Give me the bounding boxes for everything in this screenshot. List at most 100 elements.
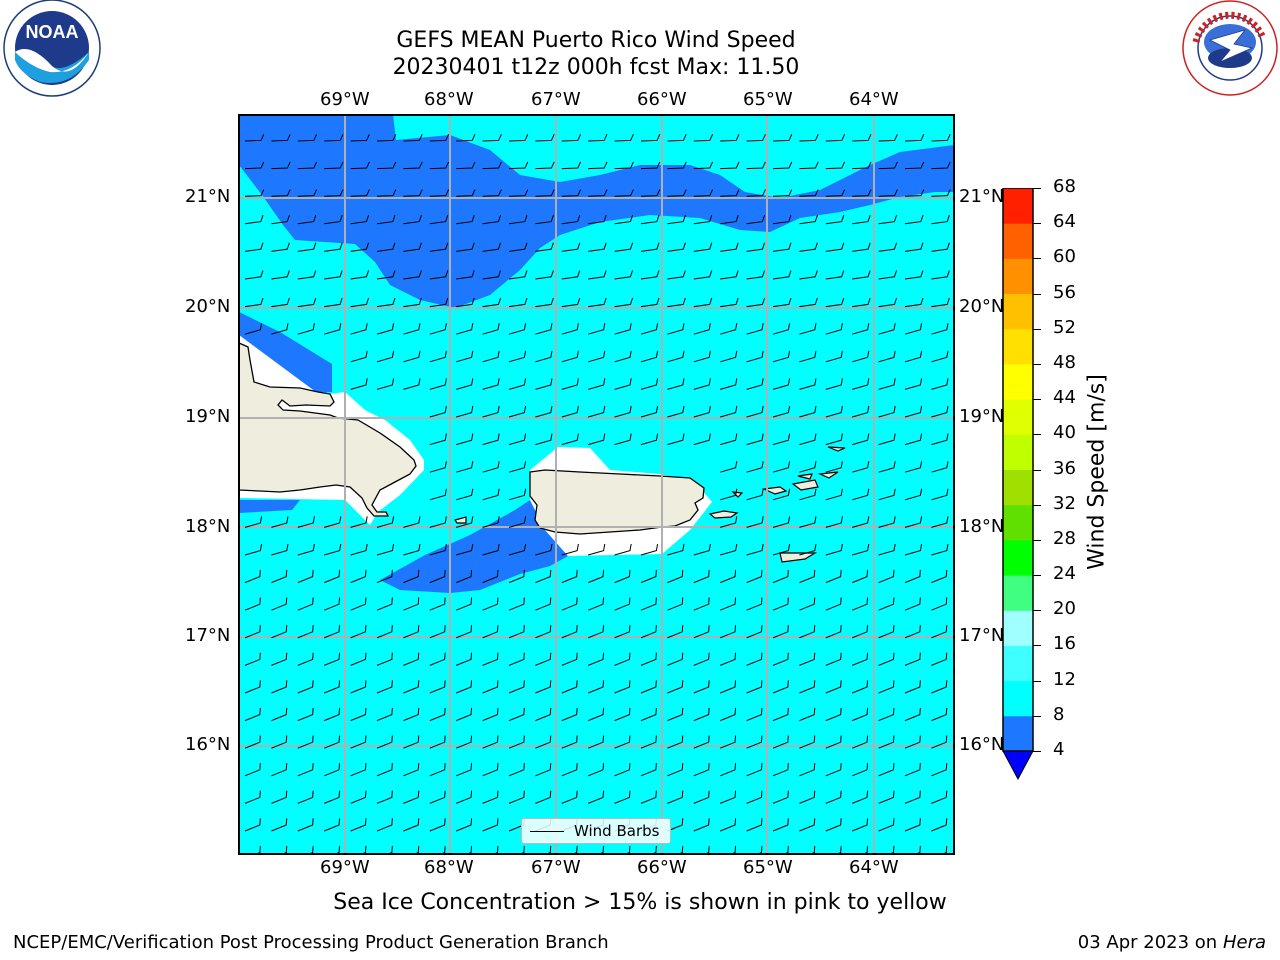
wind-barb (271, 297, 290, 308)
wind-barb (852, 134, 872, 142)
wind-barb (456, 707, 473, 722)
wind-barb (482, 433, 500, 446)
wind-barb (667, 625, 684, 639)
colorbar-tick-mark (1033, 575, 1041, 577)
wind-barb (746, 461, 764, 473)
wind-barb (904, 680, 921, 694)
wind-barb (508, 707, 525, 722)
wind-barb (297, 735, 314, 749)
wind-barb (456, 242, 475, 252)
wind-barb (535, 433, 553, 446)
colorbar-tick-label: 16 (1053, 633, 1076, 655)
wind-barb (403, 189, 423, 197)
wind-barb (403, 818, 420, 832)
wind-barb (350, 680, 367, 694)
wind-barb (271, 134, 291, 142)
wind-barb (693, 569, 710, 584)
wind-barb (535, 845, 552, 854)
wind-barb (614, 189, 634, 197)
wind-barb (429, 297, 449, 308)
wind-barb (640, 378, 659, 390)
wind-barb (640, 735, 657, 749)
wind-barb (456, 378, 474, 390)
colorbar-tick-label: 48 (1053, 351, 1076, 373)
wind-barb (878, 543, 896, 556)
wind-barb (931, 270, 950, 280)
wind-barb (852, 378, 870, 390)
noaa-logo-icon: NOAA (3, 0, 101, 97)
wind-barb (244, 818, 261, 832)
land-puerto-rico (529, 469, 705, 535)
wind-barb (904, 297, 924, 308)
wind-barb (350, 845, 367, 854)
wind-barb (825, 707, 842, 722)
wind-barb (667, 433, 685, 446)
wind-barb (878, 297, 898, 308)
wind-barb (931, 378, 949, 390)
wind-barb (878, 350, 896, 363)
wind-barb (640, 215, 660, 225)
wind-barb (746, 516, 764, 528)
wind-barb (852, 297, 871, 308)
wind-barb (825, 845, 842, 854)
wind-barb (825, 378, 843, 390)
wind-barb (640, 270, 660, 280)
lon-label-top: 65°W (743, 89, 793, 110)
wind-barb (746, 790, 763, 804)
wind-barb (931, 818, 948, 832)
wind-barb (720, 597, 737, 611)
colorbar-tick-label: 68 (1053, 176, 1076, 197)
wind-barb (772, 161, 793, 170)
wind-barb (799, 297, 818, 308)
wind-barb (825, 161, 846, 170)
wind-barb (535, 625, 552, 639)
wind-barb (456, 735, 473, 749)
colorbar-tick-mark (1033, 504, 1041, 506)
wind-barb (244, 845, 261, 854)
lon-label-top: 64°W (849, 89, 899, 110)
wind-barb (588, 189, 608, 197)
wind-barb (614, 350, 632, 363)
wind-barb (588, 735, 605, 749)
wind-barb (614, 597, 631, 611)
lon-label-bottom: 68°W (424, 857, 474, 878)
wind-barb (508, 461, 527, 473)
wind-barb (693, 597, 710, 611)
wind-barb (350, 297, 370, 308)
wind-barb (297, 189, 318, 197)
wind-barb (746, 735, 763, 749)
wind-barb (482, 625, 499, 639)
wind-barb (297, 543, 315, 556)
wind-barb (878, 215, 898, 225)
wind-barb (772, 488, 791, 501)
wind-barb (720, 680, 737, 694)
wind-barb (720, 735, 737, 749)
wind-barb (878, 378, 896, 390)
wind-barb (931, 790, 948, 804)
wind-barb (904, 378, 923, 390)
wind-barb (429, 161, 450, 170)
colorbar-swatch (1003, 399, 1033, 435)
wind-barb (482, 707, 499, 722)
wind-barb (508, 405, 527, 418)
wind-barb (297, 134, 318, 142)
wind-barb (878, 680, 895, 694)
wind-barb (931, 323, 949, 335)
colorbar-swatch (1003, 328, 1033, 365)
wind-barb (482, 569, 499, 584)
wind-barb (799, 433, 817, 446)
wind-barb (271, 707, 288, 722)
wind-barb (244, 242, 264, 252)
wind-barb (244, 543, 263, 556)
colorbar-tick-label: 4 (1053, 739, 1065, 760)
wind-barb (746, 569, 763, 584)
wind-barb (508, 680, 525, 694)
wind-barb (429, 735, 446, 749)
wind-barb (720, 461, 738, 473)
wind-barb (429, 707, 446, 722)
wind-barb (244, 189, 265, 197)
wind-barb (508, 543, 527, 556)
wind-barb (376, 790, 393, 804)
wind-barb (561, 189, 582, 197)
wind-barb (456, 297, 475, 308)
